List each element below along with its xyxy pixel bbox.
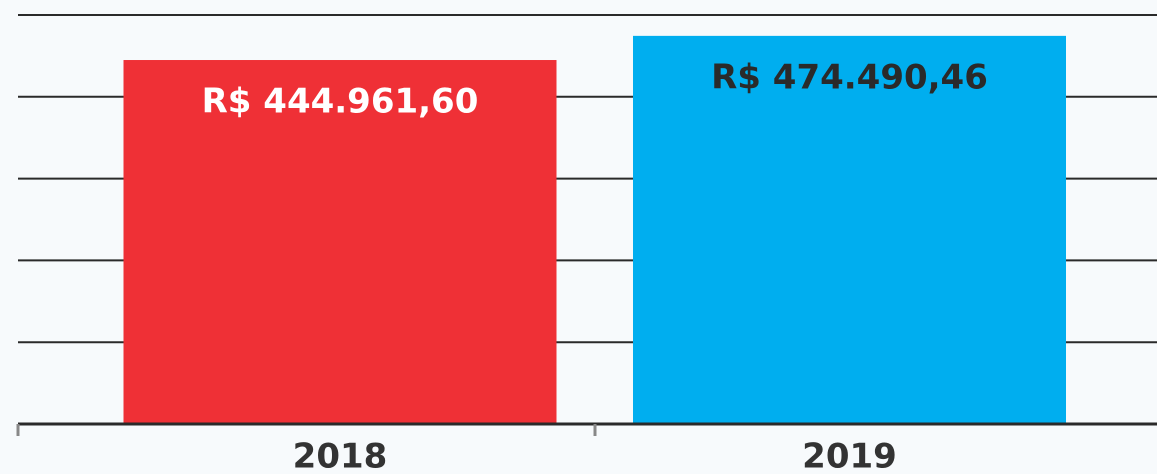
x-tick-label: 2019 (802, 437, 897, 474)
value-label: R$ 444.961,60 (202, 82, 479, 122)
value-label: R$ 474.490,46 (711, 57, 988, 97)
x-tick-label: 2018 (293, 437, 388, 474)
bar (633, 35, 1066, 425)
bar (123, 60, 557, 424)
